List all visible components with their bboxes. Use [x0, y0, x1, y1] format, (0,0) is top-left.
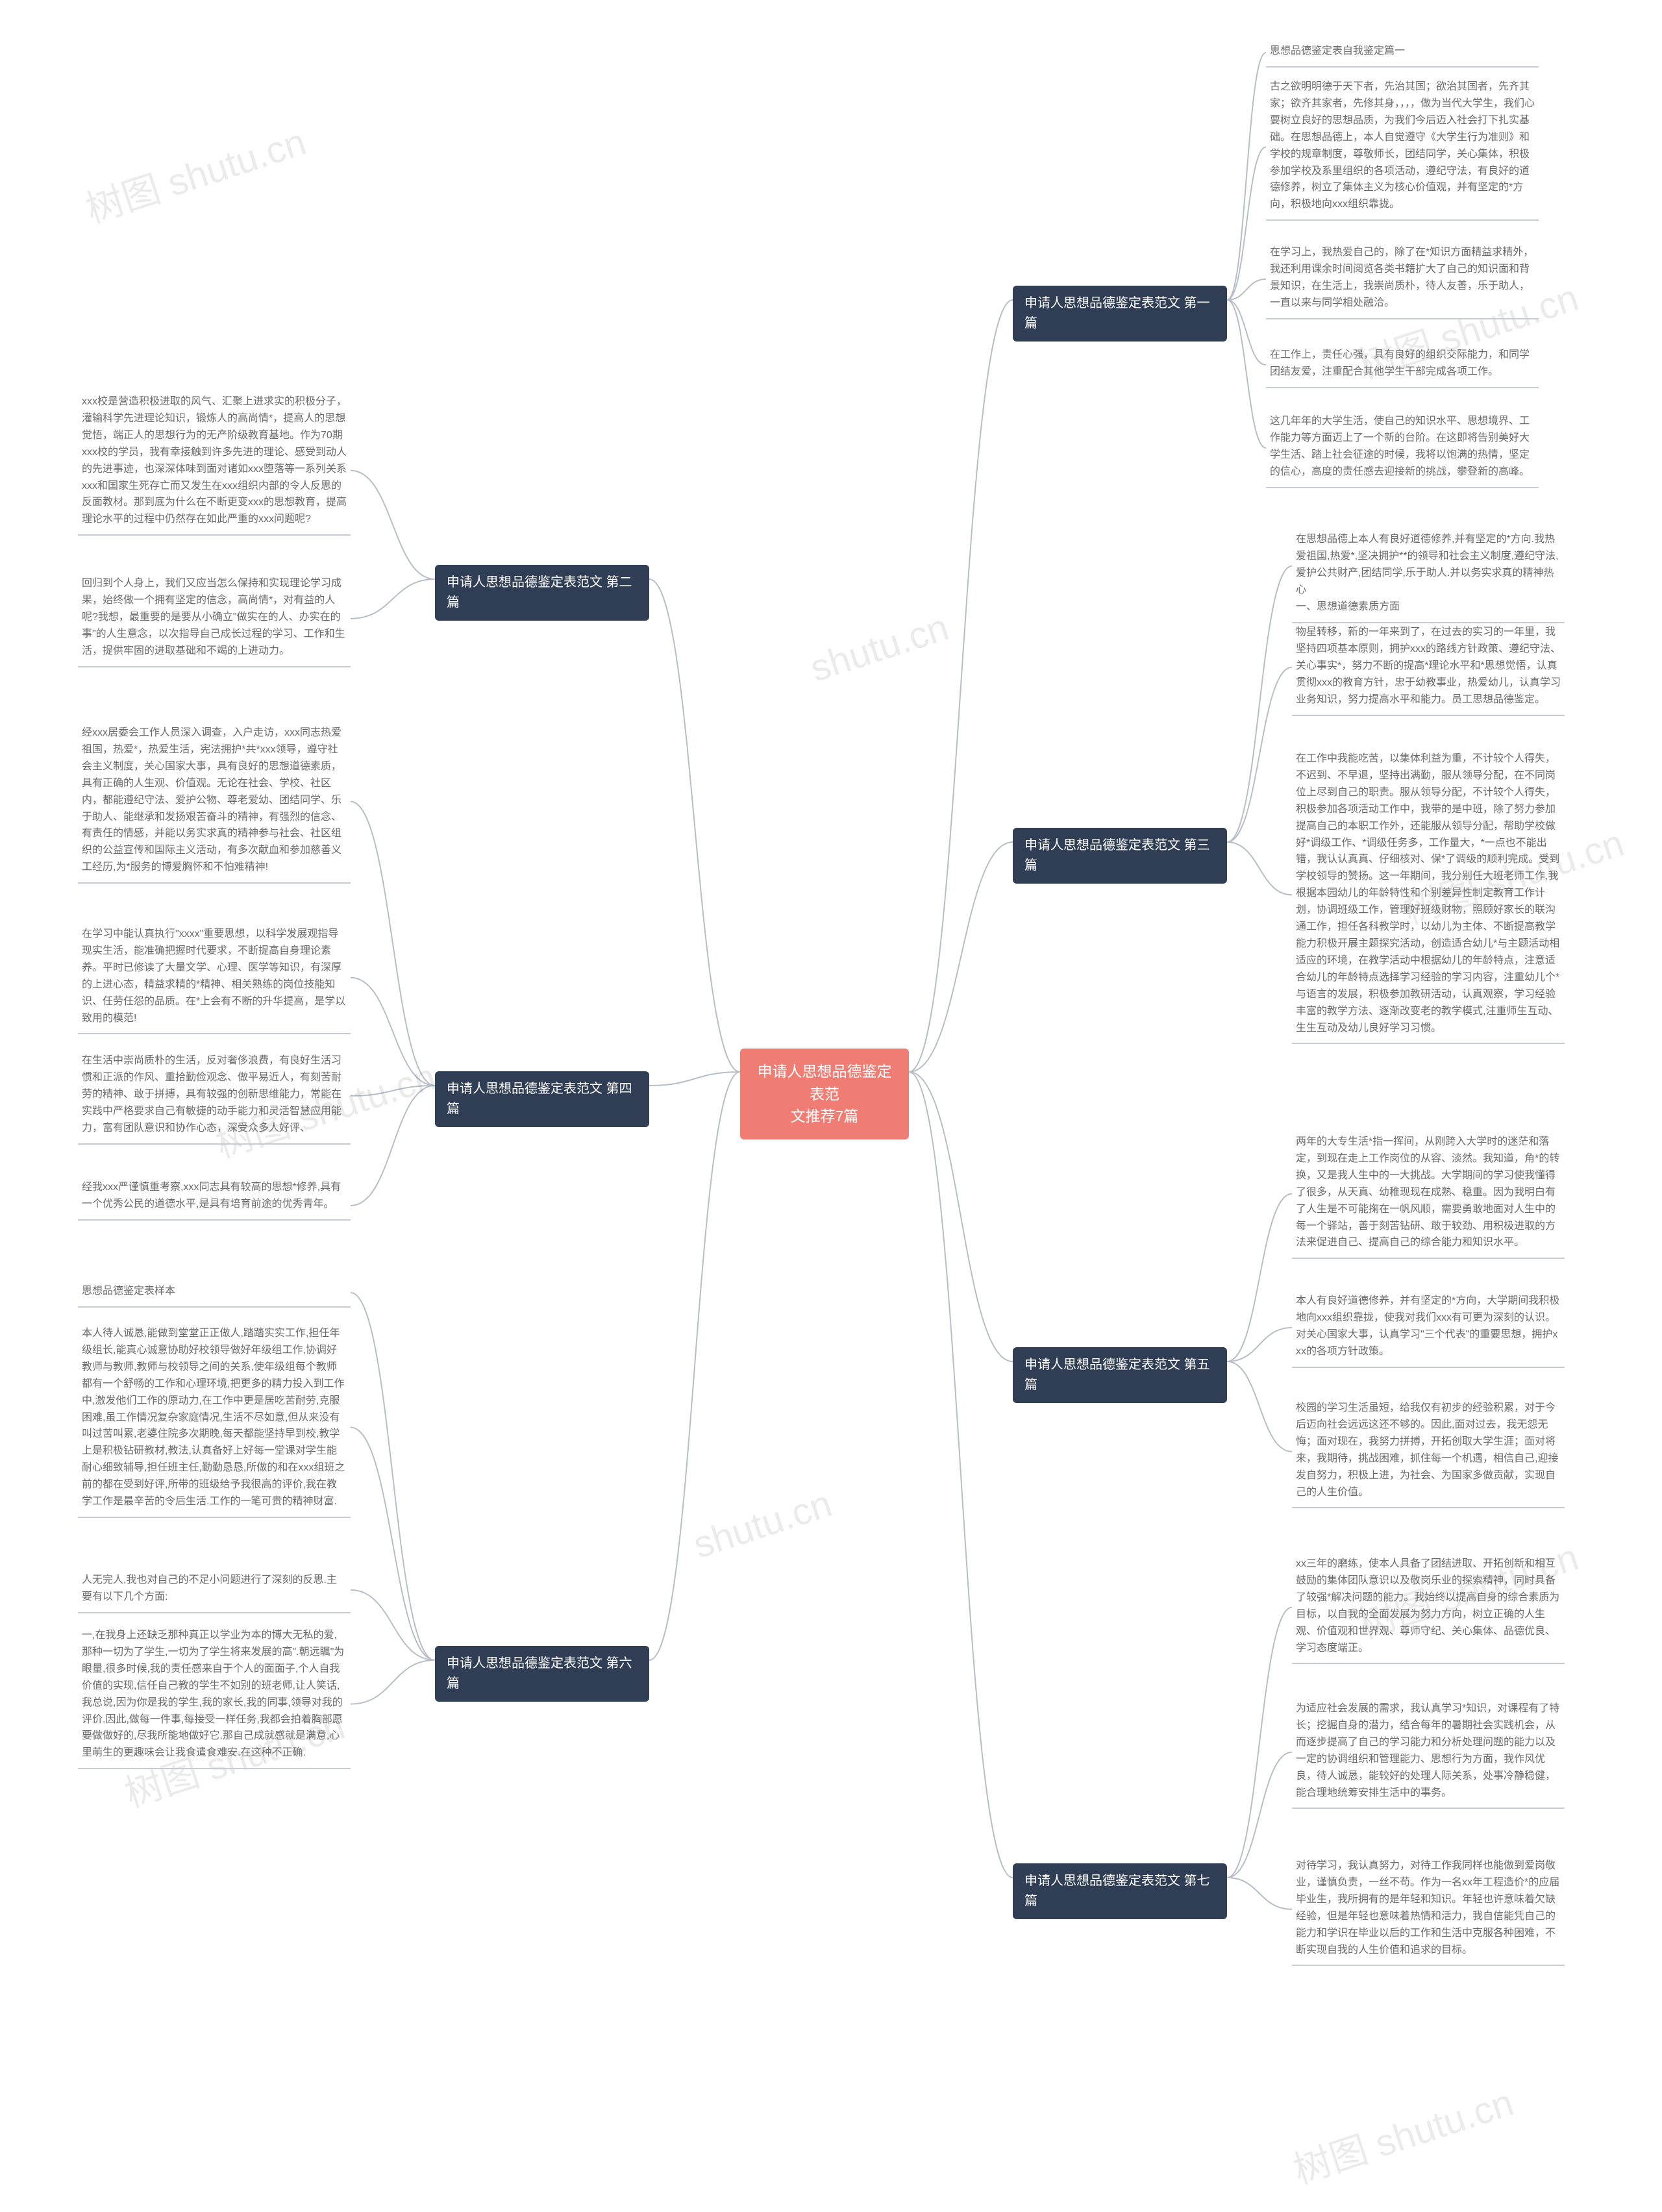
connector [909, 300, 1013, 1072]
connector [1227, 1752, 1292, 1878]
leaf-node: 在学习上，我热爱自己的，除了在*知识方面精益求精外，我还利用课余时间阅览各类书籍… [1266, 240, 1539, 319]
watermark: 树图 shutu.cn [1285, 2072, 1519, 2194]
connector [649, 579, 740, 1072]
leaf-node: 本人有良好道德修养，并有坚定的*方向，大学期间我积极地向xxx组织靠拢，使我对我… [1292, 1289, 1565, 1368]
connector [351, 802, 435, 1086]
connector [909, 1072, 1013, 1361]
leaf-node: 在工作中我能吃苦，以集体利益为重，不计较个人得失，不迟到、不早退，坚持出满勤，服… [1292, 747, 1565, 1044]
connector [351, 1293, 435, 1660]
connector [351, 1428, 435, 1660]
connector [909, 842, 1013, 1072]
leaf-node: 在生活中崇尚质朴的生活，反对奢侈浪费，有良好生活习惯和正派的作风、重拾勤俭观念、… [78, 1049, 351, 1145]
leaf-node: 在工作上，责任心强，具有良好的组织交际能力，和同学团结友爱，注重配合其他学生干部… [1266, 343, 1539, 388]
leaf-node: 校园的学习生活虽短，给我仅有初步的经验积累，对于今后迈向社会远远这还不够的。因此… [1292, 1396, 1565, 1508]
leaf-node: 这几年年的大学生活，使自己的知识水平、思想境界、工作能力等方面迈上了一个新的台阶… [1266, 409, 1539, 488]
branch-node: 申请人思想品德鉴定表范文 第三篇 [1013, 828, 1227, 884]
leaf-node: 在学习中能认真执行"xxxx"重要思想，以科学发展观指导现实生活，能准确把握时代… [78, 922, 351, 1034]
connector [1227, 842, 1292, 895]
watermark: 树图 shutu.cn [78, 111, 312, 233]
leaf-node: 经xxx居委会工作人员深入调查，入户走访，xxx同志热爱祖国，热爱*，热爱生活，… [78, 721, 351, 884]
leaf-node: xx三年的磨练，使本人具备了团结进取、开拓创新和相互鼓励的集体团队意识以及敬岗乐… [1292, 1552, 1565, 1664]
branch-node: 申请人思想品德鉴定表范文 第七篇 [1013, 1863, 1227, 1919]
connector [351, 1590, 435, 1660]
leaf-node: 为适应社会发展的需求，我认真学习*知识，对课程有了特长；挖掘自身的潜力，结合每年… [1292, 1696, 1565, 1809]
leaf-node: 本人待人诚恳,能做到堂堂正正做人,踏踏实实工作,担任年级组长,能真心诚意协助好校… [78, 1321, 351, 1518]
connector [649, 1072, 740, 1660]
connector [1227, 667, 1292, 842]
branch-node: 申请人思想品德鉴定表范文 第二篇 [435, 565, 649, 621]
leaf-node: 思想品德鉴定表自我鉴定篇一 [1266, 39, 1539, 68]
connector [351, 579, 435, 619]
connector [1227, 1878, 1292, 1909]
branch-node: 申请人思想品德鉴定表范文 第四篇 [435, 1071, 649, 1127]
watermark: shutu.cn [688, 1482, 837, 1567]
connector [1227, 1194, 1292, 1361]
leaf-node: 物星转移，新的一年来到了，在过去的实习的一年里，我坚持四项基本原则，拥护xxx的… [1292, 620, 1565, 716]
leaf-node: 人无完人,我也对自己的不足小问题进行了深刻的反思.主要有以下几个方面: [78, 1568, 351, 1613]
connector [351, 978, 435, 1086]
connector [351, 1086, 435, 1206]
connector [351, 471, 435, 579]
root-node: 申请人思想品德鉴定表范 文推荐7篇 [740, 1049, 909, 1139]
connector [1227, 1361, 1292, 1452]
connector [351, 1086, 435, 1096]
leaf-node: 古之欲明明德于天下者，先治其国；欲治其国者，先齐其家；欲齐其家者，先修其身，，，… [1266, 75, 1539, 221]
leaf-node: 对待学习，我认真努力，对待工作我同样也能做到爱岗敬业，谨慎负责，一丝不苟。作为一… [1292, 1854, 1565, 1966]
connector [649, 1072, 740, 1086]
watermark: shutu.cn [805, 605, 954, 690]
connector [1227, 147, 1266, 300]
leaf-node: xxx校是营造积极进取的风气、汇聚上进求实的积极分子，灌输科学先进理论知识，锻炼… [78, 390, 351, 536]
branch-node: 申请人思想品德鉴定表范文 第六篇 [435, 1646, 649, 1702]
leaf-node: 经我xxx严谨慎重考察,xxx同志具有较高的思想*修养,具有一个优秀公民的道德水… [78, 1175, 351, 1221]
connector [1227, 300, 1266, 365]
connector [1227, 53, 1266, 300]
connector [1227, 300, 1266, 448]
connector [351, 1660, 435, 1704]
connector [1227, 279, 1266, 300]
branch-node: 申请人思想品德鉴定表范文 第五篇 [1013, 1347, 1227, 1403]
connector [1227, 1328, 1292, 1361]
connector [909, 1072, 1013, 1878]
leaf-node: 回归到个人身上，我们又应当怎么保持和实现理论学习成果，始终做一个拥有坚定的信念，… [78, 571, 351, 667]
connector [1227, 1608, 1292, 1878]
connector [1227, 566, 1292, 842]
leaf-node: 一,在我身上还缺乏那种真正以学业为本的博大无私的爱,那种一切为了学生,一切为了学… [78, 1623, 351, 1769]
leaf-node: 思想品德鉴定表样本 [78, 1279, 351, 1308]
leaf-node: 在思想品德上本人有良好道德修养,并有坚定的*方向.我热爱祖国,热爱*,坚决拥护*… [1292, 527, 1565, 623]
branch-node: 申请人思想品德鉴定表范文 第一篇 [1013, 286, 1227, 342]
leaf-node: 两年的大专生活*指一挥间，从刚跨入大学时的迷茫和落定，到现在走上工作岗位的从容、… [1292, 1130, 1565, 1259]
